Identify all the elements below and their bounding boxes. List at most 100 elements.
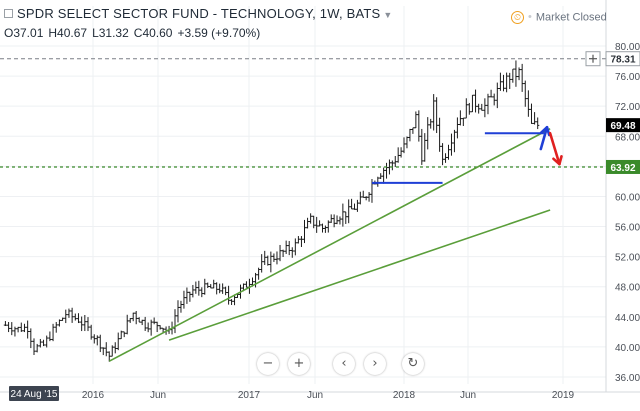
annotation-layer[interactable] [0, 58, 606, 362]
reset-chart-button[interactable]: ↻ [402, 353, 424, 375]
zoom-in-button[interactable]: + [288, 353, 310, 375]
ohlc-bar [206, 282, 210, 289]
ohlc-bar [38, 338, 42, 348]
ohlc-bar [128, 318, 132, 323]
ohlc-bar [107, 351, 111, 362]
ohlc-bar [45, 335, 49, 348]
ohlc-bar [41, 339, 46, 347]
crosshair-plus-icon[interactable] [585, 51, 601, 67]
ohlc-bar [440, 143, 445, 166]
svg-text:78.31: 78.31 [610, 55, 635, 66]
ohlc-bar [495, 82, 499, 109]
ohlc-bar [429, 118, 433, 129]
ohlc-bar [501, 74, 506, 92]
ohlc-bar [452, 129, 457, 153]
ohlc-bar [104, 342, 108, 357]
ohlc-bar [200, 287, 204, 298]
ohlc-bar [185, 287, 189, 304]
ohlc-bar [19, 322, 23, 332]
ohlc-bar [426, 117, 430, 150]
zoom-out-button[interactable]: − [257, 353, 279, 375]
ohlc-bar [423, 133, 427, 162]
y-tick-label: 68.00 [615, 132, 640, 143]
ohlc-bar [149, 319, 153, 336]
ohlc-bar [266, 255, 270, 266]
change-value: +3.59 (+9.70%) [177, 26, 261, 40]
ohlc-bar [89, 324, 93, 340]
ohlc-bar [529, 103, 534, 124]
ohlc-bar [257, 267, 261, 280]
ohlc-bar [536, 117, 540, 130]
ohlc-bar [449, 133, 454, 156]
ohlc-bar [532, 112, 537, 125]
ohlc-bar [92, 334, 96, 344]
ohlc-bar [176, 300, 180, 323]
x-tick-label: Jun [150, 390, 166, 401]
ohlc-bar [224, 286, 228, 296]
ohlc-bar [188, 291, 192, 302]
ohlc-bar [51, 323, 55, 342]
ohlc-bar [158, 325, 162, 330]
chart-title[interactable]: SPDR SELECT SECTOR FUND - TECHNOLOGY, 1W… [17, 6, 381, 21]
market-status[interactable]: ⏲ • Market Closed [511, 11, 607, 24]
ohlc-bar [101, 347, 105, 356]
ohlc-bar [98, 334, 102, 353]
ohlc-bar [16, 326, 20, 333]
price-tag-last: 69.48 [606, 118, 640, 133]
ohlc-bar [411, 127, 415, 134]
svg-text:63.92: 63.92 [610, 163, 635, 174]
svg-text:69.48: 69.48 [610, 121, 635, 132]
symbol-square-icon[interactable] [4, 9, 13, 19]
ohlc-bar [221, 283, 225, 294]
down-arrow[interactable] [548, 131, 563, 166]
ohlc-bar [414, 111, 418, 129]
ohlc-bar [443, 153, 448, 163]
ohlc-bar [48, 331, 52, 342]
ohlc-bar [477, 103, 481, 114]
ohlc-bar [232, 294, 237, 306]
ohlc-bar [432, 94, 436, 131]
ohlc-bar [86, 317, 90, 332]
ohlc-bar [312, 215, 316, 229]
ohlc-bar [309, 213, 313, 224]
axis-layer[interactable]: 80.0076.0072.0068.0064.0060.0056.0052.00… [0, 0, 640, 401]
ohlc-bar [263, 250, 267, 266]
scroll-back-button[interactable]: ‹ [333, 353, 355, 375]
ohlc-bar [290, 247, 294, 258]
ohlc-bar [113, 342, 117, 354]
ohlc-bar [305, 217, 310, 229]
ohlc-bar [143, 316, 147, 331]
trendline[interactable] [168, 209, 551, 341]
ohlc-bar [6, 321, 11, 333]
ohlc-bar [110, 345, 114, 357]
scroll-forward-button[interactable]: › [364, 353, 386, 375]
y-tick-label: 60.00 [615, 192, 640, 203]
y-tick-label: 52.00 [615, 253, 640, 264]
ohlc-bar [458, 110, 462, 126]
ohlc-bar [293, 238, 297, 256]
up-arrow[interactable] [539, 125, 551, 151]
ohlc-bar [435, 97, 439, 134]
ohlc-bar [179, 300, 183, 313]
ohlc-bar [278, 244, 282, 262]
ohlc-bar [511, 68, 515, 83]
ohlc-bar [446, 144, 451, 160]
grid-layer [0, 6, 606, 384]
x-tick-label: Jun [460, 390, 476, 401]
ohlc-bar [57, 319, 62, 327]
ohlc-bar [29, 328, 33, 349]
x-tick-label: Jun [307, 390, 323, 401]
ohlc-bar [244, 281, 249, 288]
chevron-down-icon[interactable]: ▼ [383, 9, 393, 20]
ohlc-bar [489, 89, 493, 98]
y-tick-label: 80.00 [615, 42, 640, 53]
trendline[interactable] [108, 128, 551, 362]
ohlc-bar [122, 331, 126, 338]
ohlc-bar [402, 137, 406, 154]
ohlc-bar [137, 317, 141, 323]
ohlc-bar [455, 117, 460, 139]
ohlc-bar [60, 317, 65, 321]
ohlc-bar [520, 63, 524, 92]
